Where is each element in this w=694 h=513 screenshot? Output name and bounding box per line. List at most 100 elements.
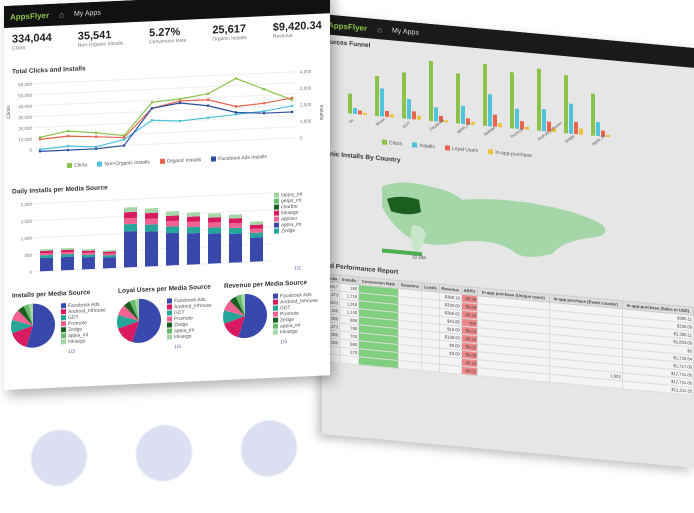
pie-slice[interactable] xyxy=(224,316,245,338)
pie-slice[interactable] xyxy=(238,293,267,339)
pie-slice[interactable] xyxy=(118,320,139,343)
legend-item[interactable]: Clicks xyxy=(67,162,87,169)
funnel-bar[interactable] xyxy=(488,94,492,127)
data-point[interactable] xyxy=(206,98,210,102)
funnel-bar[interactable] xyxy=(439,115,443,123)
funnel-bar[interactable] xyxy=(493,114,497,127)
bar-segment[interactable] xyxy=(208,227,221,234)
bar-segment[interactable] xyxy=(187,216,200,223)
bar-segment[interactable] xyxy=(40,248,53,252)
pie-slice[interactable] xyxy=(12,325,33,348)
pie-chart[interactable] xyxy=(8,300,58,352)
legend-item[interactable]: Clicks xyxy=(382,139,402,147)
funnel-bar[interactable] xyxy=(375,75,379,117)
data-point[interactable] xyxy=(234,111,238,114)
data-point[interactable] xyxy=(206,104,210,108)
bar-segment[interactable] xyxy=(229,222,242,229)
bar-segment[interactable] xyxy=(166,211,179,216)
data-point[interactable] xyxy=(206,116,210,120)
funnel-bar[interactable] xyxy=(348,93,352,114)
legend-item[interactable]: Inkiatgo xyxy=(273,328,318,336)
data-point[interactable] xyxy=(66,148,70,152)
funnel-bar[interactable] xyxy=(390,114,394,118)
funnel-bar[interactable] xyxy=(471,121,475,125)
funnel-bar[interactable] xyxy=(515,108,519,129)
pie-slice[interactable] xyxy=(10,319,33,334)
data-point[interactable] xyxy=(178,119,182,123)
bar-segment[interactable] xyxy=(145,224,158,232)
bar-segment[interactable] xyxy=(61,249,74,253)
bar-segment[interactable] xyxy=(82,248,95,252)
funnel-bar[interactable] xyxy=(429,60,433,122)
bar-segment[interactable] xyxy=(187,226,200,234)
funnel-bar[interactable] xyxy=(552,127,556,133)
bar-segment[interactable] xyxy=(250,224,263,230)
data-point[interactable] xyxy=(122,144,126,147)
funnel-bar[interactable] xyxy=(591,93,595,136)
funnel-bar[interactable] xyxy=(456,73,460,124)
data-point[interactable] xyxy=(66,134,70,138)
bar-segment[interactable] xyxy=(124,206,137,213)
bar-segment[interactable] xyxy=(145,212,158,220)
funnel-bar[interactable] xyxy=(579,128,583,135)
funnel-bar[interactable] xyxy=(444,120,448,123)
bar-segment[interactable] xyxy=(229,214,242,219)
bar-segment[interactable] xyxy=(229,218,242,224)
back-breadcrumb[interactable]: My Apps xyxy=(391,26,419,37)
data-point[interactable] xyxy=(94,135,98,139)
bar-segment[interactable] xyxy=(208,233,221,264)
bar-segment[interactable] xyxy=(40,254,53,259)
data-point[interactable] xyxy=(94,147,98,151)
data-point[interactable] xyxy=(262,111,266,115)
back-logo[interactable]: AppsFlyer xyxy=(328,20,368,33)
bar-segment[interactable] xyxy=(61,256,74,271)
home-icon[interactable]: ⌂ xyxy=(59,9,64,19)
bar-segment[interactable] xyxy=(145,218,158,225)
data-point[interactable] xyxy=(234,105,238,108)
home-icon[interactable]: ⌂ xyxy=(377,24,382,34)
pie-chart[interactable] xyxy=(114,295,164,347)
bar-segment[interactable] xyxy=(124,217,137,225)
pie-chart[interactable] xyxy=(220,290,270,342)
data-point[interactable] xyxy=(150,100,154,104)
bar-segment[interactable] xyxy=(166,220,179,227)
bar-segment[interactable] xyxy=(187,232,200,265)
legend-item[interactable]: Installs xyxy=(412,142,435,150)
data-point[interactable] xyxy=(290,110,294,114)
bar-segment[interactable] xyxy=(124,211,137,219)
bar-segment[interactable] xyxy=(208,217,221,223)
data-point[interactable] xyxy=(122,136,126,139)
data-point[interactable] xyxy=(38,148,42,151)
data-point[interactable] xyxy=(290,104,294,108)
funnel-bar[interactable] xyxy=(520,121,524,130)
funnel-bar[interactable] xyxy=(564,75,568,134)
front-logo[interactable]: AppsFlyer xyxy=(10,10,50,22)
bar-segment[interactable] xyxy=(229,227,242,234)
funnel-bar[interactable] xyxy=(596,121,600,137)
bar-segment[interactable] xyxy=(40,257,53,272)
legend-item[interactable]: Inkiatgo xyxy=(61,337,106,345)
bar-segment[interactable] xyxy=(40,250,53,254)
data-point[interactable] xyxy=(38,150,42,153)
data-point[interactable] xyxy=(66,144,70,148)
bar-segment[interactable] xyxy=(103,253,116,256)
data-point[interactable] xyxy=(178,99,182,103)
world-map[interactable] xyxy=(342,163,642,280)
bar-segment[interactable] xyxy=(145,231,158,267)
bar-pager[interactable]: 1/2 xyxy=(294,265,301,272)
funnel-bar[interactable] xyxy=(407,98,411,120)
pie-slice[interactable] xyxy=(26,303,55,348)
funnel-bar[interactable] xyxy=(510,72,514,129)
data-point[interactable] xyxy=(290,96,294,100)
bar-segment[interactable] xyxy=(208,222,221,228)
data-point[interactable] xyxy=(66,129,70,133)
pie-slice[interactable] xyxy=(235,294,245,317)
funnel-bar[interactable] xyxy=(380,88,384,117)
data-point[interactable] xyxy=(178,101,182,105)
bar-segment[interactable] xyxy=(229,233,242,263)
pie-slice[interactable] xyxy=(17,306,33,327)
bar-segment[interactable] xyxy=(166,226,179,234)
data-point[interactable] xyxy=(150,106,154,110)
funnel-bar[interactable] xyxy=(417,115,421,121)
data-point[interactable] xyxy=(206,92,210,96)
